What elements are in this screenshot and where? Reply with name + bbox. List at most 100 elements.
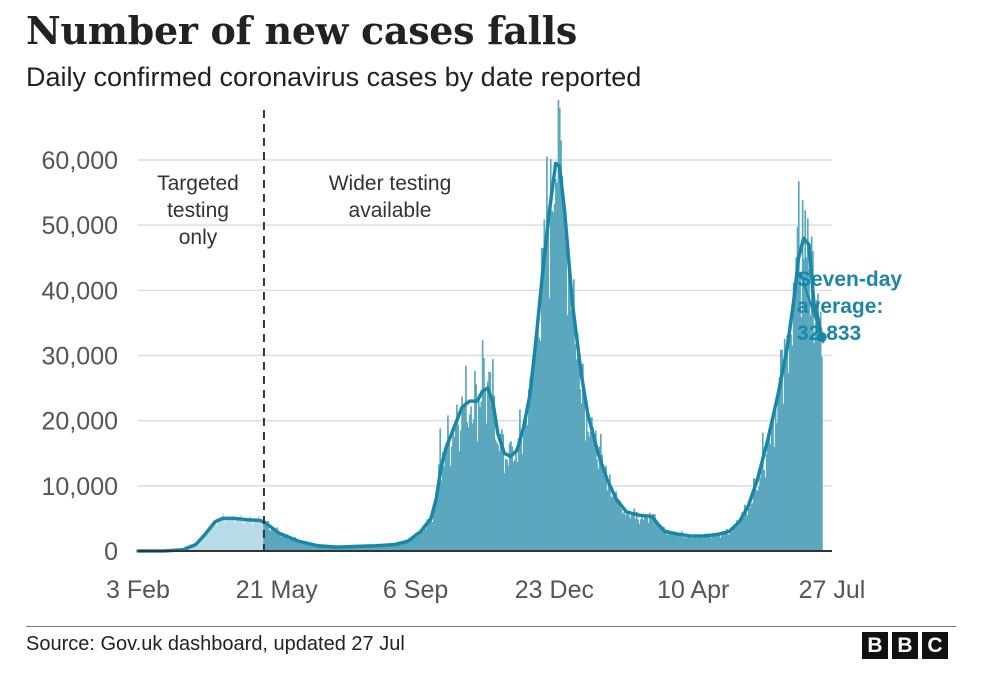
daily-case-bar [195, 543, 197, 551]
daily-case-bar [560, 140, 562, 551]
daily-case-bar [504, 458, 507, 551]
y-tick-label: 50,000 [42, 212, 118, 240]
daily-case-bar [445, 449, 448, 551]
daily-case-bar [420, 531, 422, 551]
daily-case-bar [447, 415, 449, 551]
daily-case-bar [706, 533, 709, 551]
daily-case-bar [457, 424, 460, 551]
daily-case-bar [764, 477, 767, 551]
daily-case-bar [211, 525, 214, 551]
daily-case-bar [188, 547, 191, 551]
daily-case-bar [358, 546, 361, 551]
daily-case-bar [416, 533, 418, 551]
daily-case-bar [363, 546, 366, 551]
daily-case-bar [223, 518, 226, 551]
daily-case-bar [627, 513, 629, 551]
daily-case-bar [328, 546, 331, 551]
daily-case-bar [758, 486, 760, 551]
daily-case-bar [268, 529, 271, 551]
daily-case-bar [510, 441, 512, 551]
daily-case-bar [253, 520, 255, 551]
daily-case-bar [729, 531, 732, 551]
daily-case-bar [538, 337, 541, 551]
daily-case-bar [650, 516, 652, 551]
daily-case-bar [792, 282, 795, 551]
daily-case-bar [333, 546, 336, 551]
daily-case-bar [481, 340, 484, 551]
daily-case-bar [737, 525, 740, 551]
daily-case-bar [431, 522, 434, 551]
daily-case-bar [547, 230, 550, 551]
daily-case-bar [351, 546, 354, 551]
daily-case-bar [453, 437, 456, 551]
daily-case-bar [552, 212, 555, 551]
daily-case-bar [323, 547, 326, 551]
daily-case-bar [395, 545, 398, 551]
daily-case-bar [664, 531, 666, 551]
daily-case-bar [710, 537, 713, 551]
daily-case-bar [355, 545, 358, 551]
daily-case-bar [222, 513, 224, 551]
daily-case-bar [196, 543, 199, 551]
daily-case-bar [606, 490, 609, 551]
daily-case-bar [602, 474, 605, 551]
daily-case-bar [304, 541, 307, 551]
daily-case-bar [503, 472, 506, 551]
daily-case-bar [533, 357, 535, 551]
daily-case-bar [525, 411, 528, 551]
daily-case-bar [657, 525, 660, 551]
daily-case-bar [384, 544, 386, 551]
daily-case-bar [754, 479, 756, 551]
daily-case-bar [582, 363, 584, 551]
daily-case-bar [472, 418, 475, 551]
daily-case-bar [621, 513, 624, 551]
daily-case-bar [731, 531, 733, 551]
daily-case-bar [578, 355, 580, 551]
daily-case-bar [430, 519, 433, 551]
daily-case-bar [381, 544, 384, 551]
daily-case-bar [616, 498, 619, 551]
x-tick-label: 27 Jul [799, 576, 866, 604]
daily-case-bar [702, 538, 705, 551]
daily-case-bar [366, 545, 368, 551]
daily-case-bar [620, 509, 623, 551]
daily-case-bar [593, 440, 596, 551]
daily-case-bar [241, 518, 244, 551]
daily-case-bar [208, 529, 210, 551]
daily-case-bar [414, 532, 417, 551]
daily-case-bar [484, 390, 487, 551]
daily-case-bar [244, 519, 246, 551]
daily-case-bar [400, 542, 403, 551]
daily-case-bar [399, 543, 402, 551]
daily-case-bar [800, 317, 803, 551]
daily-case-bar [319, 546, 322, 551]
daily-case-bar [409, 538, 412, 551]
daily-case-bar [801, 199, 804, 552]
daily-case-bar [567, 259, 570, 551]
daily-case-bar [677, 532, 679, 551]
daily-case-bar [220, 519, 223, 551]
daily-case-bar [324, 546, 327, 551]
daily-case-bar [668, 534, 670, 551]
daily-case-bar [524, 418, 526, 551]
daily-case-bar [390, 544, 393, 551]
daily-case-bar [546, 156, 548, 551]
daily-case-bar [727, 534, 729, 551]
daily-case-bar [638, 523, 641, 551]
daily-case-bar [190, 546, 192, 551]
daily-case-bar [492, 359, 494, 551]
daily-case-bar [228, 517, 231, 551]
daily-case-bar [513, 459, 516, 551]
daily-case-bar [373, 545, 376, 551]
daily-case-bar [526, 424, 529, 551]
daily-case-bar [678, 536, 681, 551]
daily-case-bar [770, 419, 773, 551]
chart: 0 10,000 20,000 30,000 40,000 50,000 60,000 3 … [42, 99, 902, 604]
daily-case-bar [250, 520, 253, 551]
daily-case-bar [417, 535, 420, 551]
daily-case-bar [508, 443, 511, 551]
daily-case-bar [502, 434, 505, 551]
daily-case-bar [346, 546, 349, 551]
daily-case-bar [769, 443, 772, 551]
daily-case-bar [551, 210, 553, 551]
